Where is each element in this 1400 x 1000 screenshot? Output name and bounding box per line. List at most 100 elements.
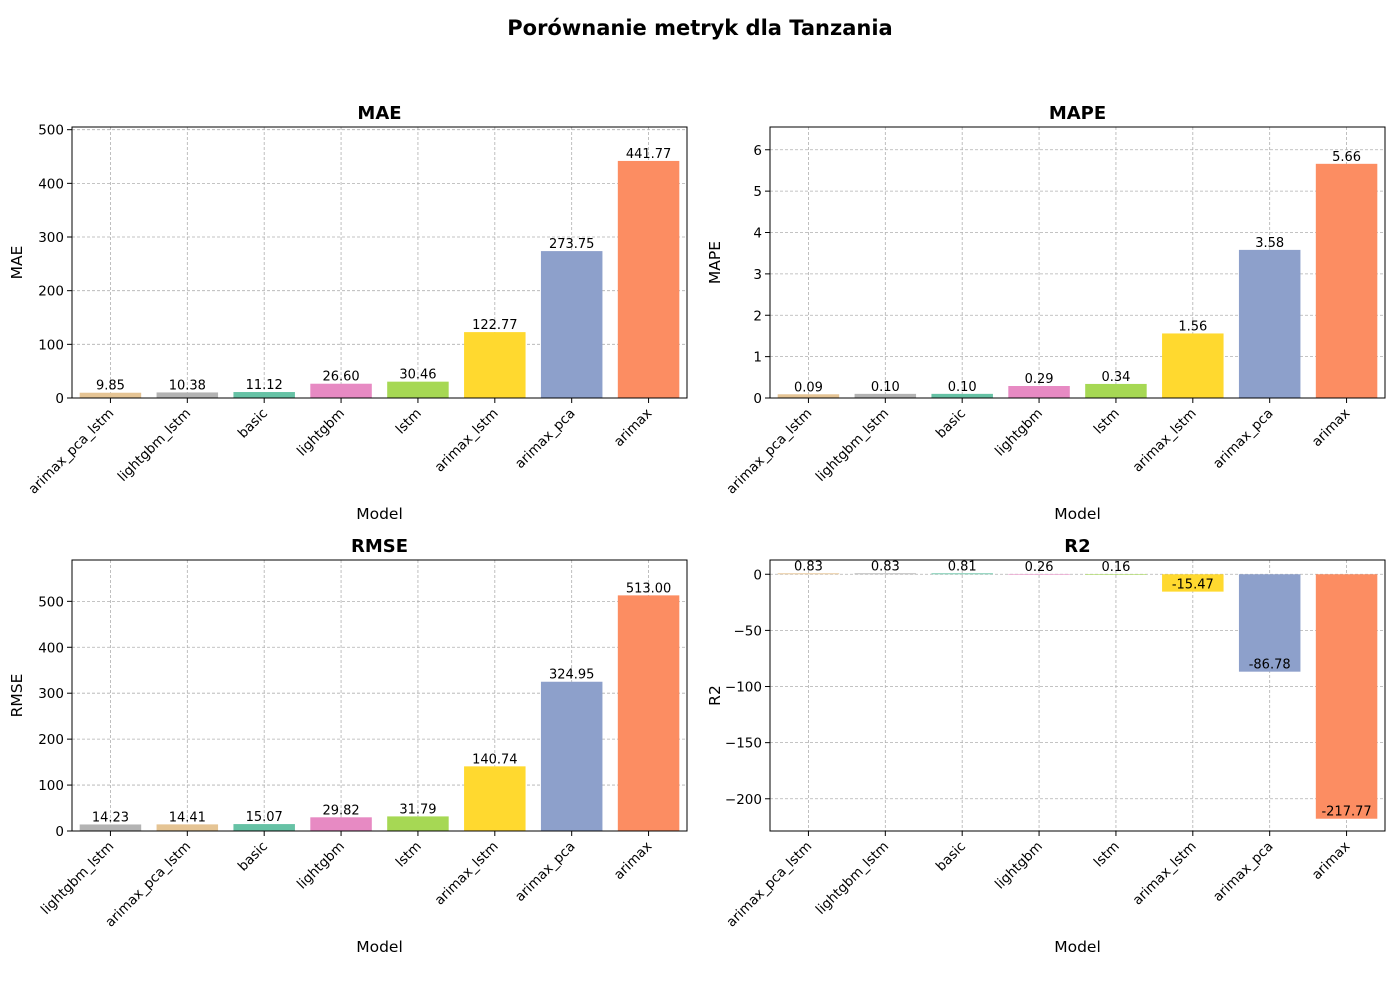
x-tick-label: arimax_lstm: [1130, 406, 1200, 476]
axes-frame: [71, 126, 688, 399]
x-tick-label: basic: [933, 839, 969, 875]
bar-lstm: [387, 381, 449, 398]
y-tick-label: 500: [38, 594, 64, 610]
x-tick-label: lightgbm: [992, 406, 1046, 460]
value-label: 5.66: [1332, 150, 1361, 165]
bar-lightgbm: [310, 383, 372, 398]
bar-arimax_lstm: [1162, 333, 1224, 398]
bar-arimax_pca: [1238, 249, 1301, 398]
y-tick-label: −150: [725, 736, 762, 752]
value-label: 513.00: [626, 581, 672, 596]
x-tick-label: arimax_pca_lstm: [25, 406, 117, 498]
bar-lstm: [1085, 383, 1147, 398]
axes-frame: [71, 559, 688, 832]
x-tick-label: arimax_lstm: [1130, 839, 1200, 909]
y-tick-label: 300: [38, 230, 64, 246]
value-label: 11.12: [246, 378, 283, 393]
bar-arimax: [1315, 574, 1378, 819]
x-tick-label: lightgbm: [992, 839, 1046, 893]
value-label: 0.81: [948, 559, 977, 574]
bar-lightgbm_lstm: [854, 393, 917, 398]
value-label: 29.82: [322, 803, 359, 818]
x-tick-label: arimax_pca: [1210, 839, 1276, 905]
value-label: 30.46: [399, 368, 436, 383]
x-tick-label: arimax_lstm: [432, 839, 502, 909]
bar-lightgbm_lstm: [854, 573, 917, 575]
value-label: 0.83: [871, 559, 900, 574]
y-tick-label: 300: [38, 686, 64, 702]
x-tick-label: basic: [933, 406, 969, 442]
y-tick-label: 0: [753, 391, 762, 407]
x-tick-label: lstm: [393, 839, 425, 871]
value-label: 3.58: [1255, 236, 1284, 251]
y-tick-label: 0: [753, 567, 762, 583]
y-tick-label: 4: [753, 226, 762, 242]
axes-frame: [769, 126, 1386, 399]
bar-arimax_pca_lstm: [777, 394, 840, 398]
y-axis-label: R2: [706, 685, 724, 706]
x-tick-label: arimax_pca_lstm: [723, 406, 815, 498]
x-tick-label: lstm: [1091, 406, 1123, 438]
y-tick-label: 0: [55, 391, 64, 407]
panel-title: RMSE: [351, 536, 408, 557]
value-label: 26.60: [322, 370, 359, 385]
value-label: 14.41: [169, 810, 206, 825]
x-tick-label: lstm: [393, 406, 425, 438]
value-label: 0.34: [1101, 370, 1130, 385]
value-label: 31.79: [399, 802, 436, 817]
value-label: 140.74: [472, 752, 518, 767]
bar-arimax_pca_lstm: [79, 392, 142, 398]
bar-lightgbm_lstm: [79, 824, 142, 831]
x-tick-label: basic: [235, 406, 271, 442]
bar-lightgbm_lstm: [156, 392, 219, 398]
x-tick-label: lightgbm_lstm: [813, 839, 892, 918]
x-tick-label: arimax_lstm: [432, 406, 502, 476]
x-axis-label: Model: [356, 505, 403, 523]
bar-arimax: [617, 595, 680, 831]
panel-title: R2: [1064, 536, 1090, 557]
y-tick-label: 400: [38, 640, 64, 656]
x-tick-label: lightgbm: [294, 839, 348, 893]
x-axis-label: Model: [1054, 505, 1101, 523]
value-label: 0.83: [794, 559, 823, 574]
x-axis-label: Model: [1054, 938, 1101, 956]
bar-basic: [931, 573, 993, 575]
bar-lightgbm: [310, 817, 372, 831]
value-label: 0.10: [948, 380, 977, 395]
y-tick-label: 400: [38, 176, 64, 192]
bar-arimax_pca: [540, 251, 603, 398]
bar-arimax_pca_lstm: [156, 824, 219, 831]
value-label: -15.47: [1172, 578, 1214, 593]
value-label: -217.77: [1321, 805, 1371, 820]
x-tick-label: arimax: [1309, 839, 1354, 884]
chart-panel-rmse: 14.23 14.41 15.07 29.82 31.79 140.74 324.95 513…: [8, 536, 688, 956]
x-tick-label: arimax_pca: [1210, 406, 1276, 472]
chart-panel-mape: 0.09 0.10 0.10 0.29 0.34 1.56 3.58 5.66 0 1 2 3 4 5 6 a…: [706, 103, 1386, 523]
figure-title: Porównanie metryk dla Tanzania: [507, 16, 893, 40]
bar-lstm: [387, 816, 449, 831]
x-tick-label: lstm: [1091, 839, 1123, 871]
y-tick-label: 200: [38, 732, 64, 748]
y-tick-label: 5: [753, 184, 762, 200]
y-tick-label: −100: [725, 680, 762, 696]
y-tick-label: 3: [753, 267, 762, 283]
bar-arimax_lstm: [1162, 574, 1224, 592]
y-tick-label: 1: [753, 350, 762, 366]
x-tick-label: arimax: [611, 406, 656, 451]
value-label: 9.85: [96, 379, 125, 394]
x-axis-label: Model: [356, 938, 403, 956]
y-tick-label: 2: [753, 308, 762, 324]
bar-arimax: [617, 160, 680, 398]
y-tick-label: 6: [753, 143, 762, 159]
y-axis-label: MAE: [8, 246, 26, 280]
y-tick-label: −200: [725, 792, 762, 808]
bar-basic: [233, 824, 295, 831]
x-tick-label: arimax: [611, 839, 656, 884]
y-tick-label: 200: [38, 284, 64, 300]
y-tick-label: −50: [734, 623, 763, 639]
x-tick-label: lightgbm_lstm: [115, 406, 194, 485]
bar-arimax_lstm: [464, 332, 526, 398]
chart-panel-mae: 9.85 10.38 11.12 26.60 30.46 122.77 273.75 441.…: [8, 103, 688, 523]
value-label: 0.10: [871, 380, 900, 395]
